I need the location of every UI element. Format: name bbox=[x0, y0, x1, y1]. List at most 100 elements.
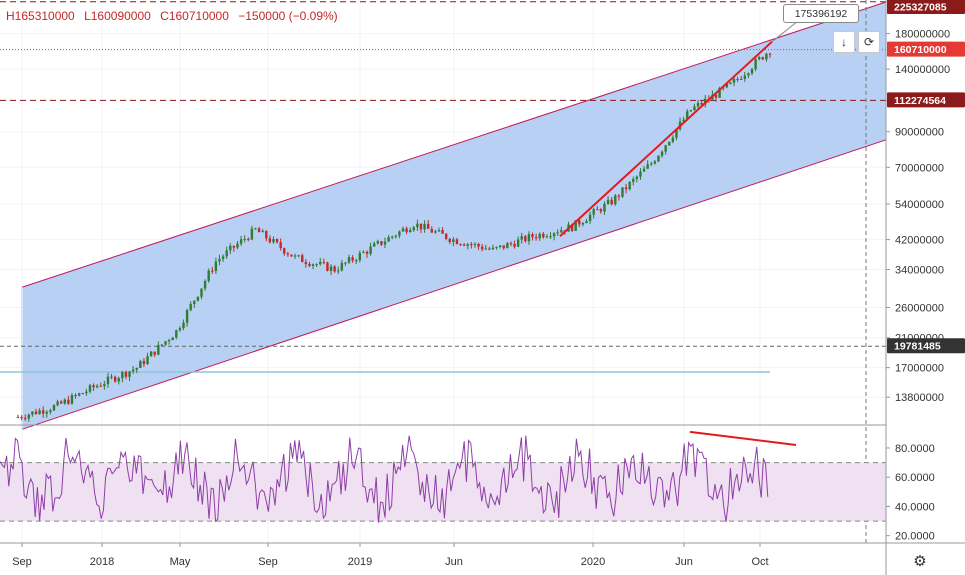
candle-body bbox=[387, 237, 390, 242]
candle-body bbox=[290, 254, 293, 257]
candle-body bbox=[606, 199, 610, 204]
candle-body bbox=[394, 235, 397, 237]
candle-body bbox=[167, 340, 171, 342]
time-tick-label: 2020 bbox=[581, 556, 605, 568]
candle-body bbox=[164, 341, 167, 345]
candle-body bbox=[308, 264, 311, 266]
callout-leader bbox=[771, 20, 799, 43]
candle-body bbox=[38, 410, 41, 415]
time-tick-label: Jun bbox=[445, 556, 463, 568]
candle-body bbox=[214, 261, 218, 272]
candle-body bbox=[333, 266, 336, 272]
candle-body bbox=[596, 209, 599, 211]
settings-button[interactable]: ⚙ bbox=[910, 551, 930, 571]
candle-body bbox=[391, 236, 394, 238]
candle-body bbox=[459, 244, 462, 246]
candle-body bbox=[103, 384, 106, 387]
rsi-line bbox=[0, 435, 769, 523]
candle-body bbox=[358, 252, 362, 261]
candle-body bbox=[124, 372, 128, 377]
candle-body bbox=[668, 141, 671, 146]
time-axis[interactable]: Sep 2018 May Sep 2019 Jun 2020 Jun Oct bbox=[12, 543, 769, 568]
candle-body bbox=[538, 233, 541, 239]
rsi-tick-label: 20.0000 bbox=[895, 531, 935, 543]
candle-body bbox=[56, 401, 59, 406]
candle-body bbox=[758, 57, 761, 60]
rsi-axis[interactable]: 80.0000 60.0000 40.0000 20.0000 bbox=[886, 443, 935, 543]
candle-body bbox=[761, 57, 765, 60]
candle-body bbox=[552, 233, 556, 237]
candle-body bbox=[574, 220, 577, 231]
candle-body bbox=[16, 416, 20, 418]
candle-body bbox=[297, 255, 300, 257]
candle-body bbox=[365, 251, 369, 254]
candle-body bbox=[171, 337, 174, 341]
candle-body bbox=[77, 393, 81, 396]
candle-body bbox=[265, 231, 268, 239]
scroll-down-button[interactable]: ↓ bbox=[833, 31, 855, 53]
candle-body bbox=[509, 243, 513, 245]
reset-scale-button[interactable]: ⟳ bbox=[858, 31, 880, 53]
price-badge bbox=[887, 0, 965, 14]
candle-body bbox=[340, 262, 344, 271]
candle-body bbox=[491, 247, 495, 250]
candle-body bbox=[419, 223, 423, 230]
candle-body bbox=[632, 178, 635, 182]
candle-body bbox=[657, 155, 660, 162]
candle-body bbox=[254, 228, 257, 230]
price-badge-label: 112274564 bbox=[894, 95, 946, 107]
price-badge-label: 225327085 bbox=[894, 2, 947, 14]
candle-body bbox=[516, 239, 520, 247]
time-tick-label: 2019 bbox=[348, 556, 372, 568]
candle-body bbox=[221, 256, 225, 259]
rsi-divergence-line[interactable] bbox=[689, 430, 797, 447]
candle-body bbox=[639, 171, 642, 177]
candle-body bbox=[229, 245, 232, 251]
candle-body bbox=[588, 214, 592, 222]
candle-body bbox=[700, 102, 703, 105]
candle-body bbox=[624, 187, 628, 190]
reset-icon: ⟳ bbox=[863, 35, 875, 49]
candle-body bbox=[315, 264, 318, 266]
candle-body bbox=[585, 221, 588, 224]
arrow-down-icon: ↓ bbox=[841, 35, 847, 49]
candle-body bbox=[477, 243, 480, 247]
candle-body bbox=[247, 238, 250, 240]
candle-body bbox=[207, 270, 210, 281]
candle-body bbox=[92, 385, 95, 388]
channel-lower-line[interactable] bbox=[21, 139, 887, 430]
candle-body bbox=[45, 411, 48, 414]
candle-body bbox=[52, 405, 56, 411]
trendline-price-callout[interactable]: 175396192 bbox=[783, 4, 859, 23]
candle-body bbox=[506, 243, 509, 249]
candle-body bbox=[319, 261, 322, 265]
horizontal-levels bbox=[0, 0, 886, 543]
candle-body bbox=[473, 243, 477, 245]
price-tick-label: 34000000 bbox=[895, 265, 944, 277]
price-badge bbox=[887, 338, 965, 354]
candle-body bbox=[326, 262, 329, 271]
price-tick-label: 180000000 bbox=[895, 29, 950, 41]
candle-body bbox=[765, 53, 768, 60]
candle-body bbox=[444, 233, 448, 239]
candle-body bbox=[718, 87, 721, 98]
legend-change: −150000 (−0.09%) bbox=[238, 9, 337, 23]
price-tick-label: 90000000 bbox=[895, 127, 944, 139]
candle-body bbox=[560, 230, 563, 233]
candle-body bbox=[106, 376, 110, 385]
candle-body bbox=[592, 209, 595, 215]
price-tick-label: 140000000 bbox=[895, 64, 950, 76]
candle-body bbox=[113, 376, 117, 382]
candle-body bbox=[362, 251, 365, 253]
candle-body bbox=[311, 264, 315, 266]
candle-body bbox=[732, 79, 736, 83]
candle-body bbox=[750, 69, 754, 74]
candle-body bbox=[178, 328, 182, 331]
candle-body bbox=[434, 231, 437, 233]
candle-body bbox=[470, 244, 473, 246]
legend-high: H165310000 bbox=[6, 9, 75, 23]
regression-channel-fill bbox=[22, 2, 886, 430]
candle-body bbox=[301, 255, 304, 263]
price-trendline[interactable] bbox=[559, 40, 773, 238]
